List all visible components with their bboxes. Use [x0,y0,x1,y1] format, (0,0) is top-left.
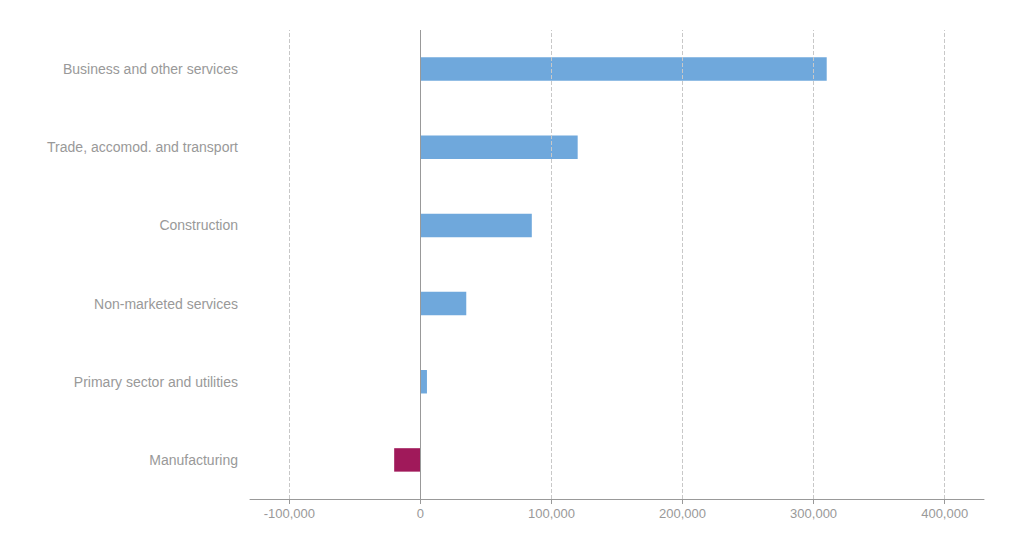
svg-text:300,000: 300,000 [790,506,837,521]
svg-text:-100,000: -100,000 [264,506,315,521]
svg-text:Business and other services: Business and other services [63,61,238,77]
svg-text:Construction: Construction [159,217,238,233]
svg-text:Non-marketed services: Non-marketed services [94,296,238,312]
svg-text:Manufacturing: Manufacturing [149,452,238,468]
svg-text:0: 0 [417,506,424,521]
svg-text:100,000: 100,000 [528,506,575,521]
svg-text:Trade, accomod. and transport: Trade, accomod. and transport [47,139,238,155]
svg-text:200,000: 200,000 [659,506,706,521]
svg-text:Primary sector and utilities: Primary sector and utilities [74,374,238,390]
svg-text:400,000: 400,000 [921,506,968,521]
